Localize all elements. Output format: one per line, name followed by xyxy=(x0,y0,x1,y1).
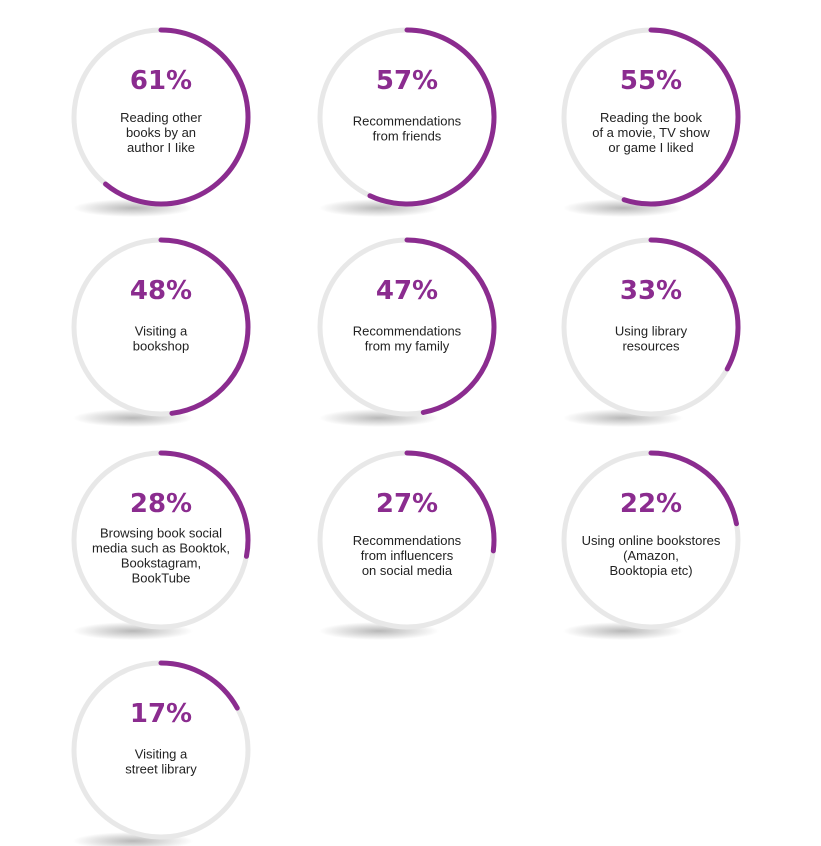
progress-arc xyxy=(404,237,497,415)
progress-arc xyxy=(367,27,497,207)
stat-label-line: or game I liked xyxy=(608,140,693,155)
progress-arc xyxy=(648,450,739,527)
stat-label-line: Using online bookstores xyxy=(582,533,721,548)
stat-label-line: of a movie, TV show xyxy=(592,125,710,140)
percent-value: 48% xyxy=(130,276,192,306)
stat-label-line: on social media xyxy=(362,563,453,578)
progress-arc xyxy=(158,450,251,559)
stat-label-line: from influencers xyxy=(361,548,454,563)
percent-value: 22% xyxy=(620,489,682,519)
percent-value: 33% xyxy=(620,276,682,306)
stat-label-line: media such as Booktok, xyxy=(92,541,230,556)
stat-card: 22% Using online bookstores(Amazon,Bookto… xyxy=(561,450,741,640)
stat-label-line: books by an xyxy=(126,125,196,140)
percent-value: 28% xyxy=(130,489,192,519)
percent-value: 47% xyxy=(376,276,438,306)
percent-value: 55% xyxy=(620,66,682,96)
progress-arc xyxy=(158,660,240,711)
stat-label-line: Recommendations xyxy=(353,324,462,339)
stat-label-line: author I Iike xyxy=(127,140,195,155)
stat-label-line: Recommendations xyxy=(353,114,462,129)
stat-label-line: Reading other xyxy=(120,110,202,125)
progress-arc xyxy=(648,237,741,372)
percent-value: 17% xyxy=(130,699,192,729)
stat-label-line: resources xyxy=(622,339,680,354)
stat-label-line: BookTube xyxy=(132,571,191,586)
stat-label-line: Using library xyxy=(615,324,688,339)
stat-label-line: Visiting a xyxy=(135,747,188,762)
stat-label-line: bookshop xyxy=(133,339,189,354)
stat-label-line: (Amazon, xyxy=(623,548,679,563)
stat-label-line: street library xyxy=(125,762,197,777)
stat-label-line: from friends xyxy=(373,129,442,144)
progress-arc xyxy=(103,27,251,207)
stat-label-line: Recommendations xyxy=(353,533,462,548)
stat-label-line: Bookstagram, xyxy=(121,556,201,571)
progress-arc xyxy=(404,450,497,554)
percent-value: 61% xyxy=(130,66,192,96)
stat-label-line: Visiting a xyxy=(135,324,188,339)
stat-label-line: Browsing book social xyxy=(100,526,222,541)
stat-label-line: from my family xyxy=(365,339,450,354)
progress-arc xyxy=(621,27,741,207)
percent-value: 57% xyxy=(376,66,438,96)
percent-value: 27% xyxy=(376,489,438,519)
stat-label-line: Booktopia etc) xyxy=(609,563,692,578)
progress-arc xyxy=(158,237,251,416)
stat-label-line: Reading the book xyxy=(600,110,702,125)
